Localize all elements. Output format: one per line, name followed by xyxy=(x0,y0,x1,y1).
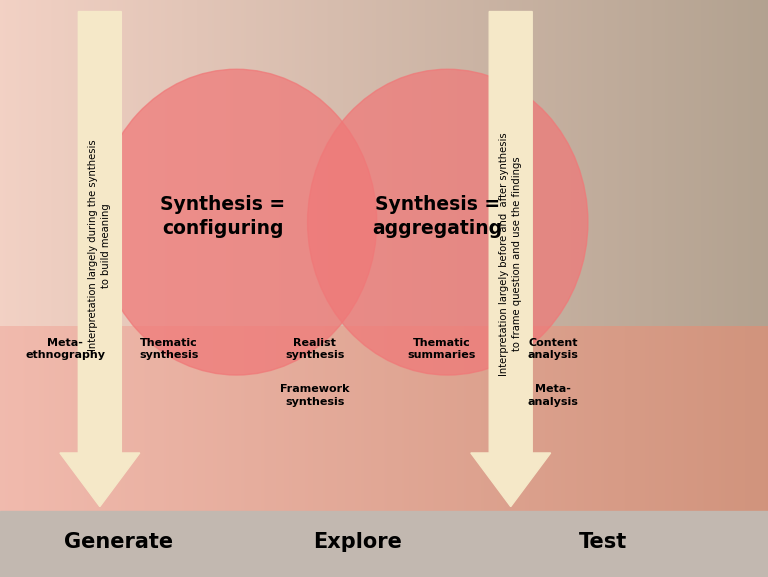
Text: Meta-
analysis: Meta- analysis xyxy=(528,384,578,407)
Text: Explore: Explore xyxy=(313,533,402,552)
Text: Interpretation largely before and  after synthesis
to frame question and use the: Interpretation largely before and after … xyxy=(499,132,522,376)
Ellipse shape xyxy=(307,69,588,375)
Polygon shape xyxy=(471,12,551,507)
Text: Synthesis =
configuring: Synthesis = configuring xyxy=(161,195,285,238)
Text: Meta-
ethnography: Meta- ethnography xyxy=(25,338,105,361)
Ellipse shape xyxy=(96,69,376,375)
Text: Realist
synthesis: Realist synthesis xyxy=(285,338,345,361)
Text: Synthesis =
aggregating: Synthesis = aggregating xyxy=(372,195,503,238)
Text: Thematic
synthesis: Thematic synthesis xyxy=(139,338,199,361)
Text: Thematic
summaries: Thematic summaries xyxy=(407,338,476,361)
Text: Test: Test xyxy=(579,533,627,552)
Bar xyxy=(0,511,768,577)
Polygon shape xyxy=(60,12,140,507)
Text: Generate: Generate xyxy=(65,533,174,552)
Text: Interpretation largely during the synthesis
to build meaning: Interpretation largely during the synthe… xyxy=(88,140,111,351)
Text: Content
analysis: Content analysis xyxy=(528,338,578,361)
Text: Framework
synthesis: Framework synthesis xyxy=(280,384,349,407)
